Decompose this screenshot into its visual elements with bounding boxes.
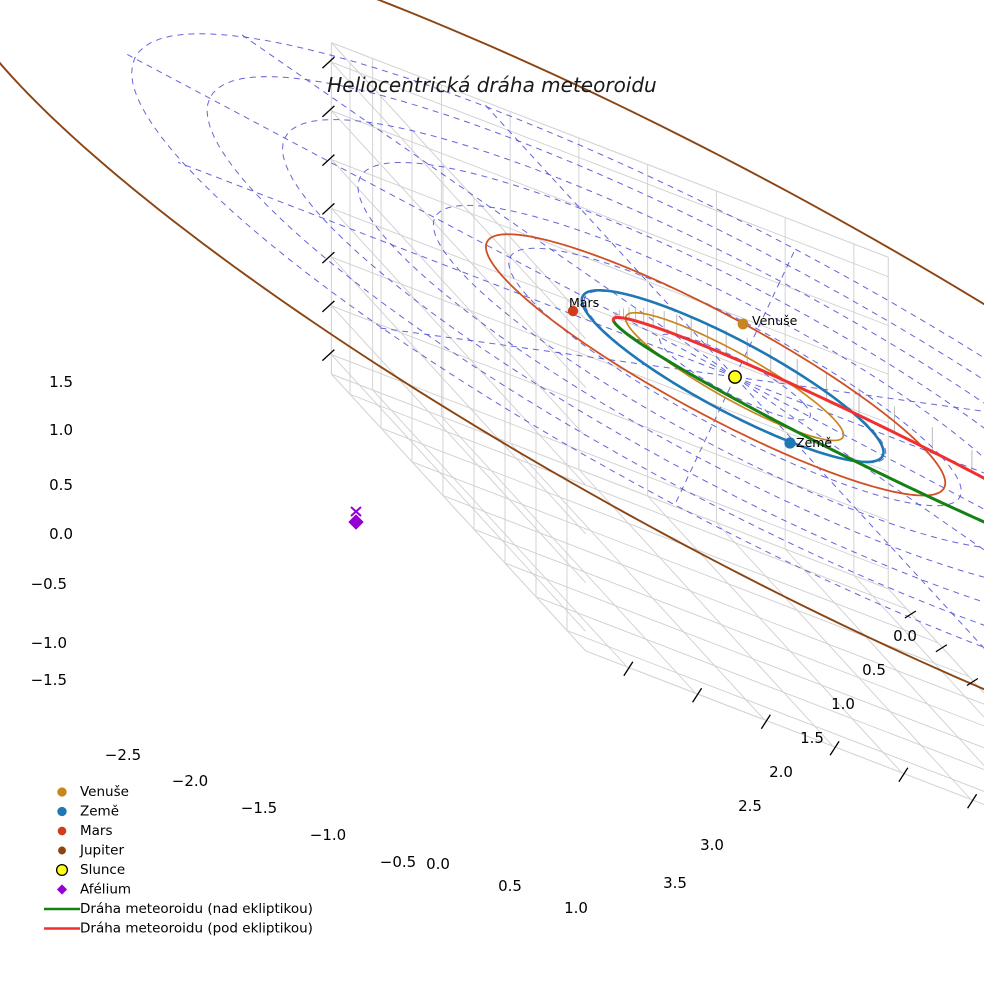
- legend: Venuše Země Mars Jupiter Slunce Afélium Dráha …: [44, 784, 313, 937]
- legend-item-label: Dráha meteoroidu (pod ekliptikou): [80, 921, 313, 937]
- axes-panes: [330, 42, 984, 806]
- plot-title: Heliocentrická dráha meteoroidu: [327, 73, 657, 97]
- plot-title-group: Heliocentrická dráha meteoroidu: [327, 73, 657, 97]
- z-axis-tick-label: 0.0: [49, 525, 73, 543]
- x-axis-tick-label: −2.0: [172, 772, 208, 790]
- earth-label: Země: [796, 435, 832, 450]
- z-axis-tick-label: 1.5: [49, 373, 73, 391]
- aphelion-cross-icon: [350, 506, 362, 517]
- axis-tickmarks: [321, 56, 979, 809]
- earth-marker: [784, 437, 796, 449]
- legend-marker-circle-icon: [57, 806, 67, 817]
- z-axis-tick-label: −0.5: [31, 575, 67, 593]
- meteoroid-below-ecliptic: [614, 315, 984, 480]
- y-axis-tick-label: 0.5: [862, 661, 886, 679]
- x-axis-tick-label: −2.5: [105, 746, 141, 764]
- polar-grid: [126, 32, 984, 649]
- y-axis-tick-label: 1.0: [831, 695, 855, 713]
- mars-marker: [567, 305, 579, 317]
- mars-orbit: [485, 233, 947, 497]
- z-axis-tick-label: −1.5: [31, 671, 67, 689]
- x-axis-tick-label: −1.0: [310, 826, 346, 844]
- venus-marker: [737, 318, 749, 330]
- y-axis-tick-label: 0.0: [893, 627, 917, 645]
- legend-item-label: Mars: [80, 823, 113, 839]
- x-axis-tick-label: −0.5: [380, 853, 416, 871]
- x-axis-tick-label: −1.5: [241, 799, 277, 817]
- legend-marker-circle-icon: [57, 787, 67, 797]
- legend-marker-diamond-icon: [56, 884, 68, 895]
- x-axis-tick-label: 0.5: [498, 877, 522, 895]
- jupiter-orbit: [0, 0, 984, 691]
- legend-item-label: Země: [80, 804, 119, 820]
- mars-label: Mars: [569, 295, 599, 310]
- legend-item-label: Venuše: [80, 784, 129, 800]
- sun-marker: [728, 370, 742, 384]
- z-axis-tick-label: 1.0: [49, 421, 73, 439]
- y-axis-tick-label: 2.0: [769, 763, 793, 781]
- z-axis-tick-label: 0.5: [49, 476, 73, 494]
- legend-item-label: Dráha meteoroidu (nad ekliptikou): [80, 901, 313, 917]
- meteoroid-orbit: [611, 315, 984, 524]
- body-markers: [348, 305, 796, 530]
- legend-marker-circle-icon: [58, 846, 66, 855]
- y-axis-tick-label: 1.5: [800, 729, 824, 747]
- meteoroid-below-ecliptic: [611, 316, 618, 322]
- body-labels: Mars Venuše Země: [569, 295, 832, 450]
- y-axis-tick-label: 3.5: [663, 874, 687, 892]
- venus-label: Venuše: [752, 313, 798, 328]
- legend-item-label: Jupiter: [79, 843, 124, 859]
- y-axis-tick-label: 2.5: [738, 797, 762, 815]
- y-axis-tick-label: 3.0: [700, 836, 724, 854]
- x-axis-tick-label: 0.0: [426, 855, 450, 873]
- meteoroid-above-ecliptic: [611, 318, 984, 524]
- legend-marker-circle-icon: [57, 826, 67, 836]
- aphelion-diamond-icon: [348, 514, 364, 530]
- x-axis-tick-label: 1.0: [564, 899, 588, 917]
- legend-item-label: Afélium: [80, 882, 131, 898]
- z-axis-tick-label: −1.0: [31, 634, 67, 652]
- legend-item-label: Slunce: [80, 862, 125, 878]
- axis-tick-labels: −2.5 −2.0 −1.5 −1.0 −0.5 0.0 0.5 1.0 0.0 0.5 1.0 1.…: [31, 373, 917, 917]
- legend-marker-circle-icon: [55, 863, 69, 877]
- venus-orbit: [624, 311, 845, 442]
